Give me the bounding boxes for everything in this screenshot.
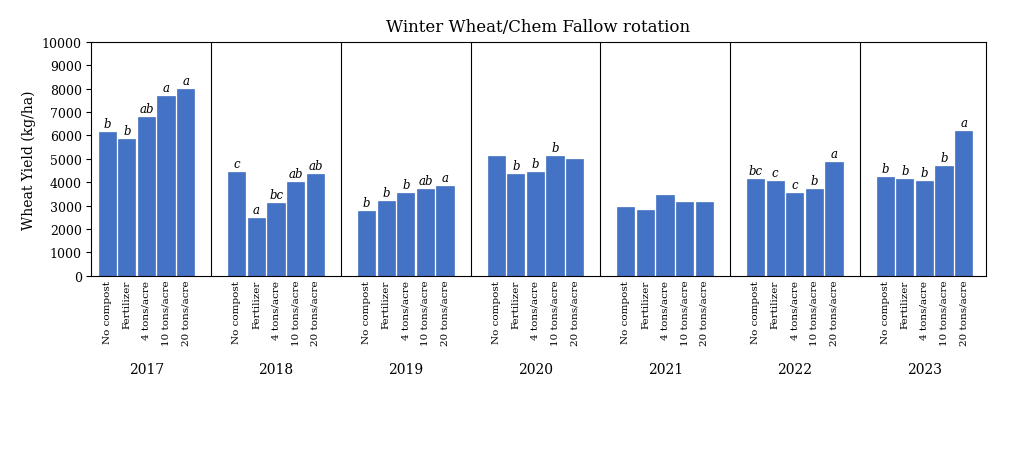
Text: c: c — [791, 178, 799, 191]
Bar — [138, 118, 155, 276]
Bar — [825, 163, 842, 276]
Text: b: b — [123, 125, 130, 138]
Bar — [955, 131, 972, 276]
Text: b: b — [382, 187, 390, 199]
Text: bc: bc — [269, 188, 283, 202]
Bar — [378, 201, 395, 276]
Bar — [915, 182, 933, 276]
Bar — [437, 186, 454, 276]
Text: 2019: 2019 — [388, 362, 424, 376]
Bar — [747, 179, 764, 276]
Text: b: b — [552, 142, 559, 155]
Text: b: b — [363, 197, 370, 210]
Bar — [547, 157, 564, 276]
Bar — [307, 175, 324, 276]
Text: a: a — [163, 81, 170, 94]
Bar — [358, 212, 375, 276]
Text: a: a — [831, 148, 837, 161]
Bar — [676, 203, 694, 276]
Text: c: c — [234, 157, 240, 170]
Bar — [527, 172, 545, 276]
Text: b: b — [512, 159, 519, 172]
Bar — [177, 89, 194, 276]
Bar — [896, 179, 913, 276]
Bar — [766, 182, 783, 276]
Bar — [507, 175, 524, 276]
Text: ab: ab — [419, 175, 433, 188]
Text: b: b — [941, 151, 948, 164]
Bar — [157, 97, 175, 276]
Bar — [617, 207, 634, 276]
Text: a: a — [253, 204, 260, 217]
Bar — [288, 183, 305, 276]
Bar — [786, 193, 804, 276]
Text: a: a — [182, 74, 189, 88]
Text: ab: ab — [308, 159, 323, 172]
Y-axis label: Wheat Yield (kg/ha): Wheat Yield (kg/ha) — [21, 90, 37, 229]
Text: c: c — [772, 167, 778, 179]
Text: 2017: 2017 — [129, 362, 164, 376]
Text: b: b — [531, 157, 539, 170]
Text: a: a — [442, 171, 449, 184]
Bar — [877, 178, 894, 276]
Text: bc: bc — [749, 164, 763, 177]
Bar — [637, 211, 654, 276]
Text: b: b — [882, 163, 889, 176]
Bar — [397, 193, 415, 276]
Bar — [417, 190, 434, 276]
Bar — [656, 196, 674, 276]
Title: Winter Wheat/Chem Fallow rotation: Winter Wheat/Chem Fallow rotation — [386, 19, 691, 36]
Bar — [229, 172, 246, 276]
Text: b: b — [901, 164, 908, 177]
Bar — [936, 167, 953, 276]
Text: ab: ab — [139, 102, 153, 115]
Text: b: b — [104, 118, 111, 130]
Text: 2022: 2022 — [777, 362, 813, 376]
Text: b: b — [920, 167, 929, 179]
Text: b: b — [811, 175, 818, 188]
Bar — [248, 219, 265, 276]
Bar — [488, 157, 505, 276]
Bar — [99, 133, 116, 276]
Bar — [806, 190, 823, 276]
Text: 2020: 2020 — [518, 362, 553, 376]
Bar — [267, 204, 284, 276]
Bar — [696, 203, 713, 276]
Text: ab: ab — [289, 168, 303, 181]
Text: 2021: 2021 — [647, 362, 683, 376]
Text: 2023: 2023 — [907, 362, 942, 376]
Text: 2018: 2018 — [258, 362, 294, 376]
Text: a: a — [960, 117, 967, 129]
Text: b: b — [402, 178, 409, 191]
Bar — [566, 159, 583, 276]
Bar — [118, 139, 135, 276]
